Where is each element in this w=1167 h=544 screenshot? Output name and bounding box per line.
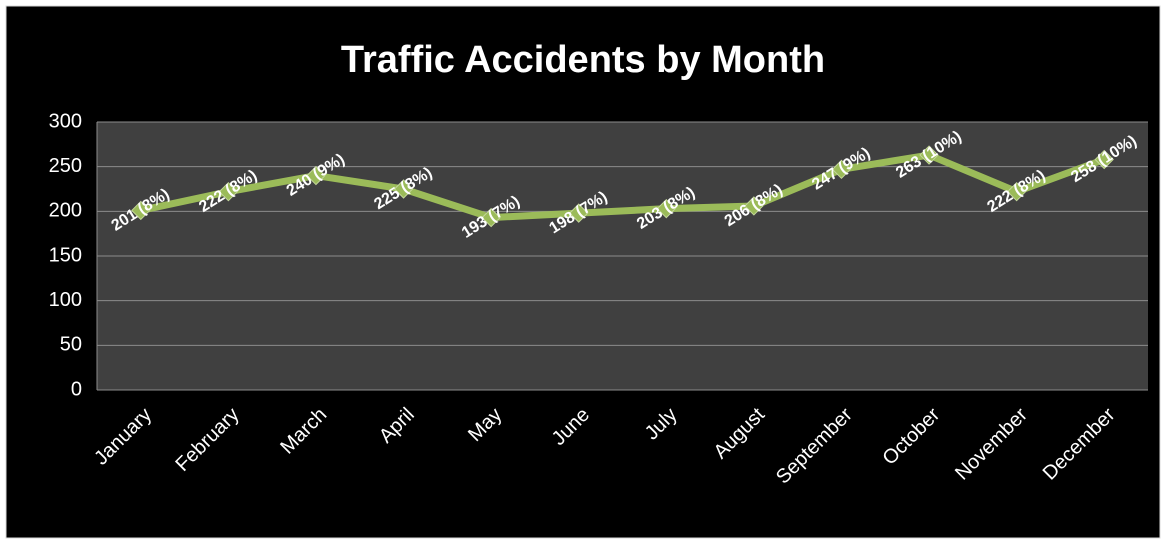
marker — [656, 198, 676, 219]
marker — [919, 145, 939, 165]
line — [140, 151, 1106, 222]
y-tick-label: 50 — [60, 334, 82, 356]
marker — [744, 196, 764, 216]
marker — [218, 181, 239, 202]
y-tick-label: 250 — [49, 155, 82, 177]
marker — [306, 165, 326, 186]
y-tick-label: 300 — [49, 110, 82, 132]
marker — [481, 207, 501, 228]
y-tick-label: 150 — [49, 244, 82, 266]
marker — [1094, 149, 1114, 170]
marker — [393, 179, 414, 199]
marker — [1006, 181, 1027, 202]
y-tick-label: 200 — [49, 200, 82, 222]
y-tick-label: 0 — [71, 378, 82, 400]
chart-title: Traffic Accidents by Month — [341, 39, 825, 81]
marker — [569, 203, 589, 223]
y-tick-label: 100 — [49, 289, 82, 311]
marker — [831, 159, 852, 180]
marker — [131, 200, 151, 221]
